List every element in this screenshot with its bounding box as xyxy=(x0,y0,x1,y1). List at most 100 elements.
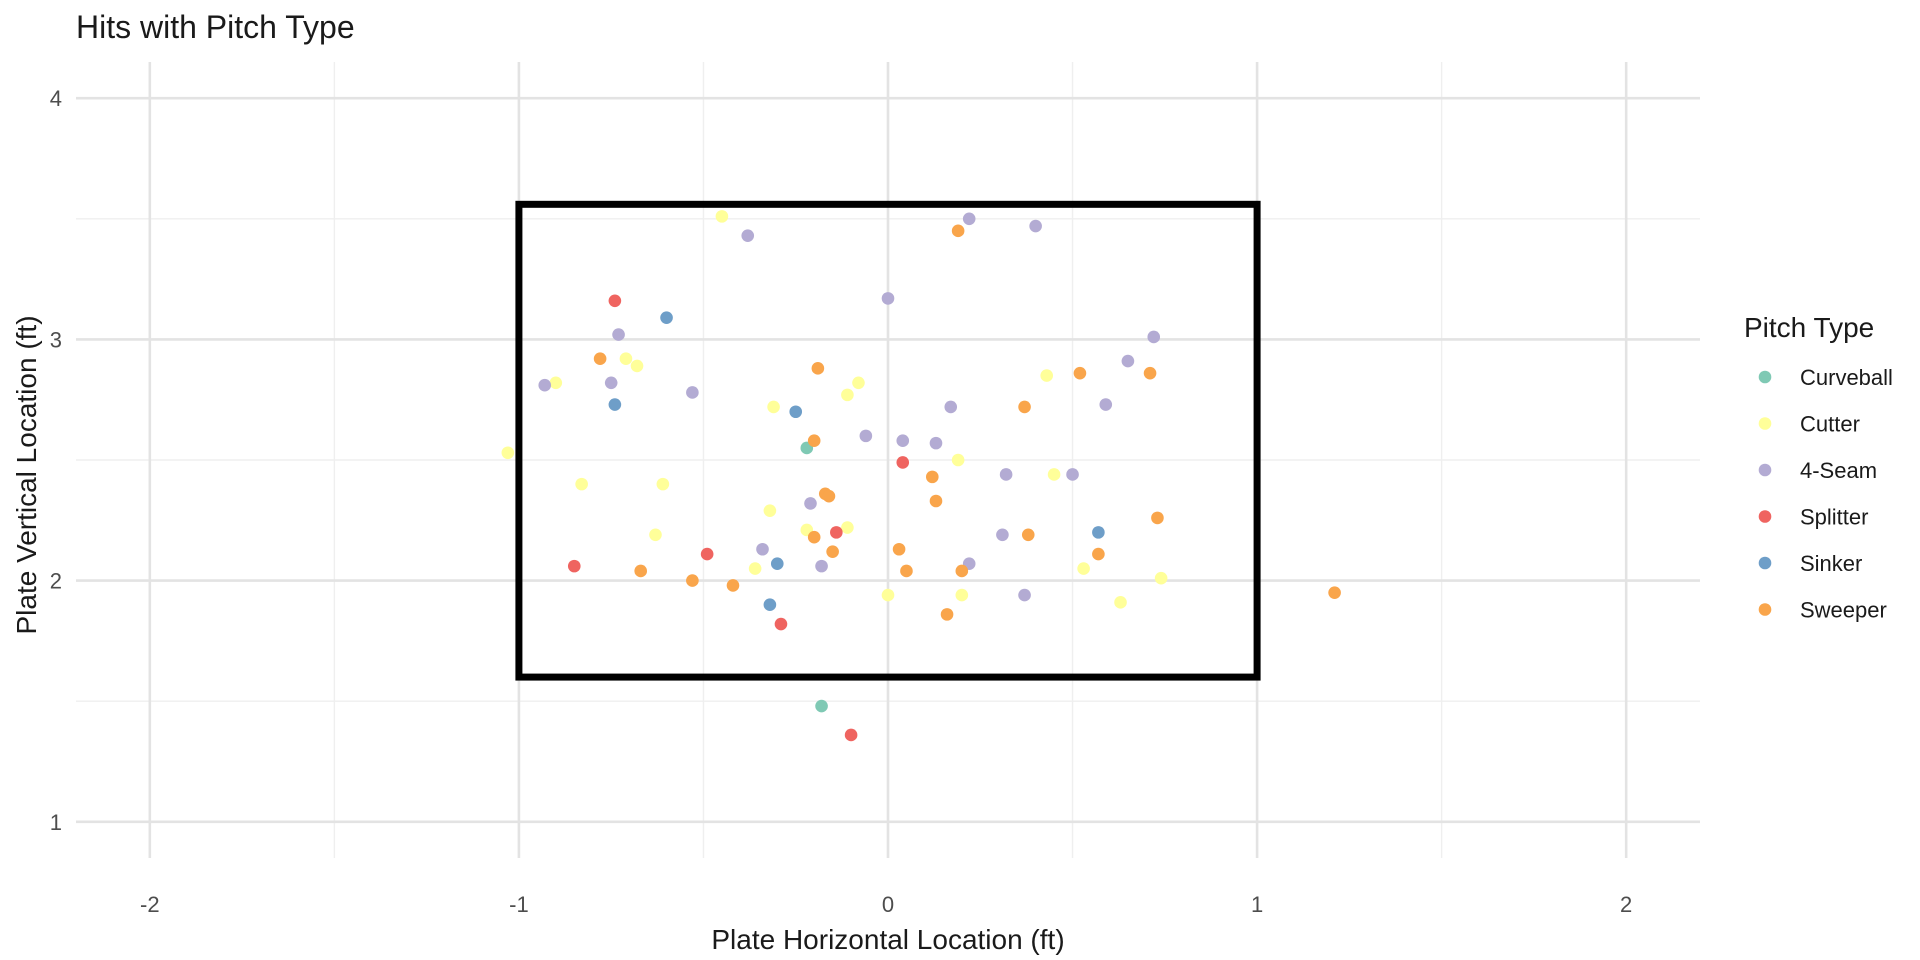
point-sweeper xyxy=(593,352,607,365)
point-4-seam xyxy=(896,434,910,448)
point-splitter xyxy=(844,728,858,742)
point-splitter xyxy=(774,617,788,631)
point-sweeper xyxy=(811,362,825,375)
point-cutter xyxy=(763,504,777,517)
point-sweeper xyxy=(726,579,740,592)
point-cutter xyxy=(852,376,865,390)
legend-label-4-seam: 4-Seam xyxy=(1800,458,1877,483)
point-sinker xyxy=(789,405,803,419)
point-cutter xyxy=(955,588,969,602)
point-sweeper xyxy=(925,470,939,484)
legend-label-sweeper: Sweeper xyxy=(1800,598,1887,623)
legend-title: Pitch Type xyxy=(1744,312,1874,343)
point-cutter xyxy=(619,352,633,365)
point-sweeper xyxy=(1092,547,1105,561)
point-cutter xyxy=(951,453,965,467)
point-sinker xyxy=(1092,526,1105,539)
point-cutter xyxy=(1077,562,1090,575)
point-4-seam xyxy=(944,400,958,414)
strike-zone xyxy=(515,200,1261,681)
x-tick-label: -1 xyxy=(509,892,529,917)
point-4-seam xyxy=(804,497,817,510)
point-4-seam xyxy=(604,376,618,390)
point-4-seam xyxy=(1029,219,1042,233)
point-sweeper xyxy=(900,564,913,578)
point-sweeper xyxy=(929,494,943,508)
point-4-seam xyxy=(756,542,769,556)
point-sinker xyxy=(608,398,622,411)
point-sweeper xyxy=(1151,511,1164,525)
point-cutter xyxy=(1154,571,1168,585)
point-cutter xyxy=(1047,468,1061,481)
y-tick-label: 3 xyxy=(50,327,62,352)
x-tick-label: 2 xyxy=(1620,892,1632,917)
point-cutter xyxy=(1040,369,1054,382)
legend-label-splitter: Splitter xyxy=(1800,505,1868,530)
point-sweeper xyxy=(951,224,965,238)
point-4-seam xyxy=(996,528,1009,542)
point-4-seam xyxy=(612,328,625,341)
legend-swatch-sweeper xyxy=(1758,603,1772,616)
legend-swatch-4-seam xyxy=(1758,463,1772,477)
point-sweeper xyxy=(826,545,839,558)
point-4-seam xyxy=(962,212,976,226)
point-sweeper xyxy=(1073,366,1087,380)
legend-label-sinker: Sinker xyxy=(1800,551,1862,576)
y-tick-label: 2 xyxy=(50,569,62,594)
point-4-seam xyxy=(1147,330,1161,344)
point-sweeper xyxy=(822,489,836,503)
point-4-seam xyxy=(1066,468,1079,481)
point-cutter xyxy=(649,528,662,542)
point-cutter xyxy=(841,388,854,402)
legend-swatch-sinker xyxy=(1758,556,1772,570)
point-splitter xyxy=(700,547,714,561)
point-4-seam xyxy=(999,468,1013,481)
point-sweeper xyxy=(807,530,821,544)
point-sweeper xyxy=(1328,586,1341,599)
data-points xyxy=(501,210,1341,742)
point-sweeper xyxy=(1018,400,1031,414)
point-4-seam xyxy=(1121,354,1135,368)
x-tick-label: 1 xyxy=(1251,892,1263,917)
point-cutter xyxy=(748,562,762,575)
point-sinker xyxy=(770,557,784,571)
chart-title: Hits with Pitch Type xyxy=(76,9,355,45)
point-splitter xyxy=(896,456,910,469)
x-tick-label: 0 xyxy=(882,892,894,917)
point-4-seam xyxy=(686,386,699,399)
legend-swatch-curveball xyxy=(1758,370,1772,384)
point-cutter xyxy=(630,359,644,373)
point-4-seam xyxy=(929,436,943,450)
x-axis-ticks: -2 -1 0 1 2 xyxy=(140,892,1632,917)
point-cutter xyxy=(575,477,588,491)
legend-label-cutter: Cutter xyxy=(1800,412,1860,437)
x-tick-label: -2 xyxy=(140,892,160,917)
point-splitter xyxy=(830,526,843,539)
y-tick-label: 1 xyxy=(50,810,62,835)
point-4-seam xyxy=(859,429,873,443)
point-cutter xyxy=(715,210,729,223)
point-sinker xyxy=(660,311,673,324)
legend: Curveball Cutter 4-Seam Splitter Sinker Sweep… xyxy=(1758,365,1893,623)
point-4-seam xyxy=(1099,398,1113,411)
legend-swatch-splitter xyxy=(1758,510,1772,523)
point-sweeper xyxy=(686,574,699,587)
point-sweeper xyxy=(1021,528,1035,542)
point-cutter xyxy=(767,400,780,414)
point-4-seam xyxy=(815,559,828,573)
point-4-seam xyxy=(881,292,895,305)
y-axis-ticks: 1 2 3 4 xyxy=(50,86,62,835)
legend-label-curveball: Curveball xyxy=(1800,365,1893,390)
point-cutter xyxy=(1114,596,1127,609)
point-sinker xyxy=(763,598,777,612)
point-cutter xyxy=(549,376,563,390)
point-sweeper xyxy=(940,608,954,621)
y-axis-title: Plate Vertical Location (ft) xyxy=(11,315,42,634)
point-sweeper xyxy=(807,434,821,448)
point-sweeper xyxy=(892,542,906,556)
point-splitter xyxy=(608,294,622,308)
y-tick-label: 4 xyxy=(50,86,62,111)
legend-swatch-cutter xyxy=(1758,417,1772,430)
point-cutter xyxy=(656,477,670,491)
